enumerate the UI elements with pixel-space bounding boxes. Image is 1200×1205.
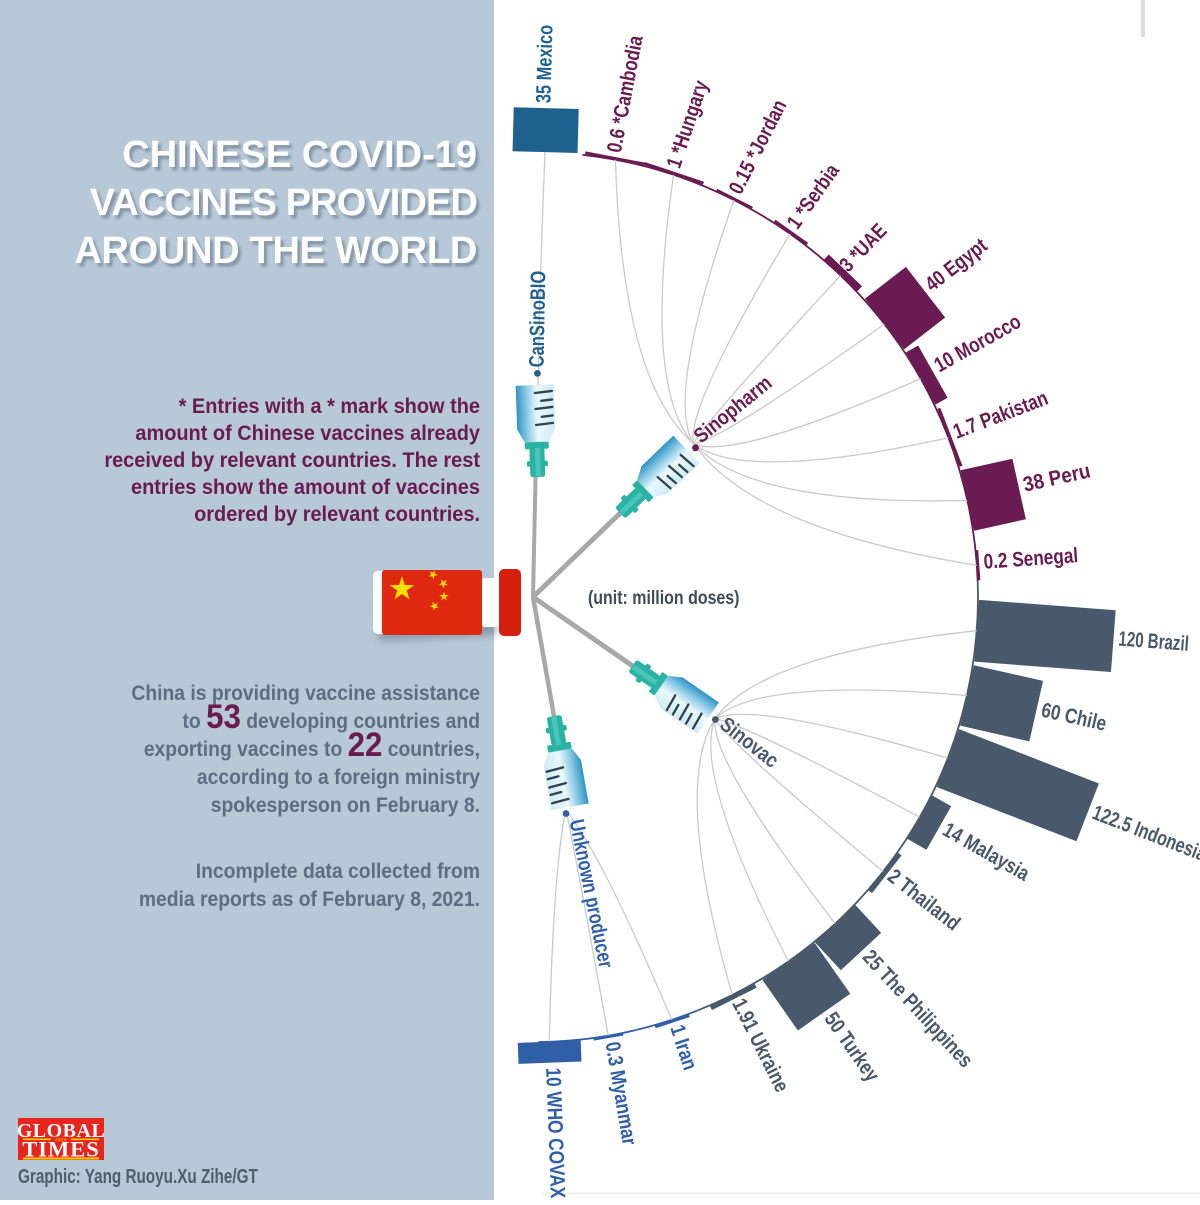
svg-text:CHINESE COVID-19: CHINESE COVID-19 [122,134,477,176]
svg-text:ordered by relevant countries.: ordered by relevant countries. [194,503,480,527]
svg-text:35 Mexico: 35 Mexico [531,25,557,104]
svg-text:10 WHO COVAX: 10 WHO COVAX [541,1067,569,1199]
svg-text:VACCINES PROVIDED: VACCINES PROVIDED [90,182,477,224]
svg-text:CHINESE COVID-19: CHINESE COVID-19 [125,138,480,180]
svg-text:VACCINES PROVIDED: VACCINES PROVIDED [93,186,480,228]
svg-text:since: since [55,1138,67,1144]
svg-text:amount of Chinese vaccines alr: amount of Chinese vaccines already [135,422,480,446]
svg-text:Incomplete data collected from: Incomplete data collected from [196,860,480,883]
svg-text:received by relevant countries: received by relevant countries. The rest [104,449,480,473]
svg-text:to 53 developing countries and: to 53 developing countries and [183,697,480,736]
svg-text:120 Brazil: 120 Brazil [1118,626,1190,655]
svg-text:(unit: million doses): (unit: million doses) [588,587,739,609]
svg-text:CanSinoBIO: CanSinoBIO [526,270,551,367]
svg-text:Graphic: Yang Ruoyu.Xu Zihe/GT: Graphic: Yang Ruoyu.Xu Zihe/GT [18,1165,258,1187]
svg-text:media reports as of February 8: media reports as of February 8, 2021. [139,888,480,911]
svg-text:China is providing vaccine ass: China is providing vaccine assistance [131,682,480,705]
svg-text:spokesperson on February 8.: spokesperson on February 8. [211,794,480,817]
svg-text:entries show the amount of vac: entries show the amount of vaccines [131,476,480,500]
svg-text:AROUND THE WORLD: AROUND THE WORLD [77,234,480,276]
svg-text:TIMES: TIMES [22,1137,100,1162]
svg-text:* Entries with a * mark show t: * Entries with a * mark show the [179,395,480,419]
svg-text:GLOBAL: GLOBAL [17,1120,106,1142]
svg-text:AROUND THE WORLD: AROUND THE WORLD [74,230,477,272]
svg-text:according to a foreign ministr: according to a foreign ministry [197,766,481,789]
